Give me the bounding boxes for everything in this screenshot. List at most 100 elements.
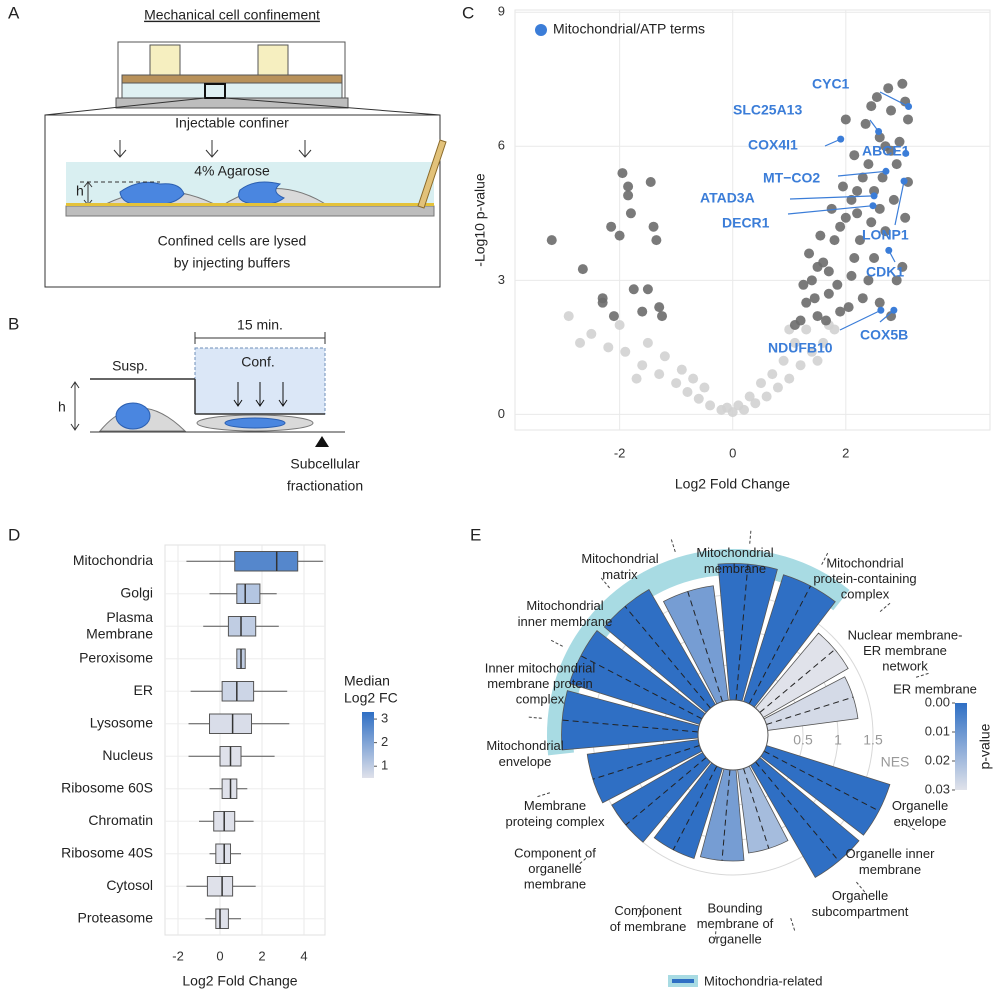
box [221,778,238,799]
label-tick [600,577,610,589]
point [614,320,625,330]
point [606,221,617,232]
point [812,261,823,272]
zoom-line [224,97,441,116]
x-tick-label: 4 [300,948,307,963]
legend-swatch-inner [672,979,694,983]
highlight-ring [777,556,850,611]
point [654,302,665,313]
pipette [417,139,447,209]
point [795,360,806,371]
point [767,369,778,380]
label-leader [879,309,895,323]
bar-axis [625,757,707,826]
point [637,306,648,317]
colorbar-tick-label: 0.03 [925,781,950,796]
point [891,275,902,286]
category-label: Mitochondrial matrix [581,552,658,583]
bar-axis [592,745,700,780]
label-leader [894,181,905,226]
category-label: Membrane proteing complex [506,799,605,830]
y-tick-label: 9 [498,4,505,19]
label-tick [915,672,929,678]
label-leader [888,250,896,263]
point [903,114,914,125]
point [869,252,880,263]
point [883,83,894,94]
label-leader [824,138,841,147]
point [623,190,634,201]
highlight-ring [643,550,716,595]
point-label: MT−CO2 [763,170,820,186]
bar-axis [672,765,718,851]
label-leader [879,91,909,108]
category-label: Mitochondrial inner membrane [518,599,613,630]
label: Injectable confiner [175,115,289,131]
colorbar-title: p-value [977,723,993,769]
panel-letter: D [8,525,20,544]
label: 15 min. [237,317,283,333]
category-label: Organelle subcompartment [812,889,909,920]
point [874,203,885,214]
label-tick [637,905,645,918]
box [206,876,234,897]
point [642,337,653,348]
point [818,337,829,348]
zoom-line [44,97,206,116]
point [671,378,682,389]
point [866,217,877,228]
y-tick-label: 0 [498,406,505,421]
point [849,150,860,161]
point [857,293,868,304]
legend-label: Mitochondrial/ATP terms [553,21,705,37]
bar-axis [624,605,711,709]
point [648,221,659,232]
label-tick [575,858,587,868]
box [236,583,261,604]
arrows [113,140,312,158]
point [854,235,865,246]
point [563,311,574,322]
point [880,226,891,237]
point [623,181,634,192]
point-label: CDK1 [866,264,904,280]
point [631,373,642,384]
point [586,328,597,339]
point [852,208,863,219]
point [821,315,832,326]
schematic-title: Mechanical cell confinement [144,7,320,23]
point [849,252,860,263]
box [215,843,232,864]
point [888,194,899,205]
point [789,337,800,348]
category-label: Mitochondrial protein-containing complex [813,556,916,602]
point [651,235,662,246]
point [846,270,857,281]
point [789,320,800,330]
point [637,360,648,371]
colorbar-tick-label: 0.00 [925,694,950,709]
y-tick-label: Proteasome [78,909,154,925]
caption: Subcellular [290,456,360,472]
colorbar-tick-label: 3 [381,711,388,726]
point [546,235,557,246]
bar-axis [743,768,770,849]
label-tick [714,926,717,940]
x-axis-label: Log2 Fold Change [675,476,790,492]
point-label: DECR1 [722,215,770,231]
bar-axis [755,761,840,862]
point [826,203,837,214]
caption: by injecting buffers [174,255,290,271]
point [900,212,911,223]
medium [121,82,343,99]
point [852,185,863,196]
nucleus [238,181,285,205]
point [874,132,885,143]
bar-axis [748,585,812,705]
point [657,311,668,322]
arrows [233,382,288,407]
height-arrow [70,381,80,431]
y-tick-label: Golgi [120,584,153,600]
colorbar [955,703,967,790]
r-axis-label: NES [881,754,910,770]
